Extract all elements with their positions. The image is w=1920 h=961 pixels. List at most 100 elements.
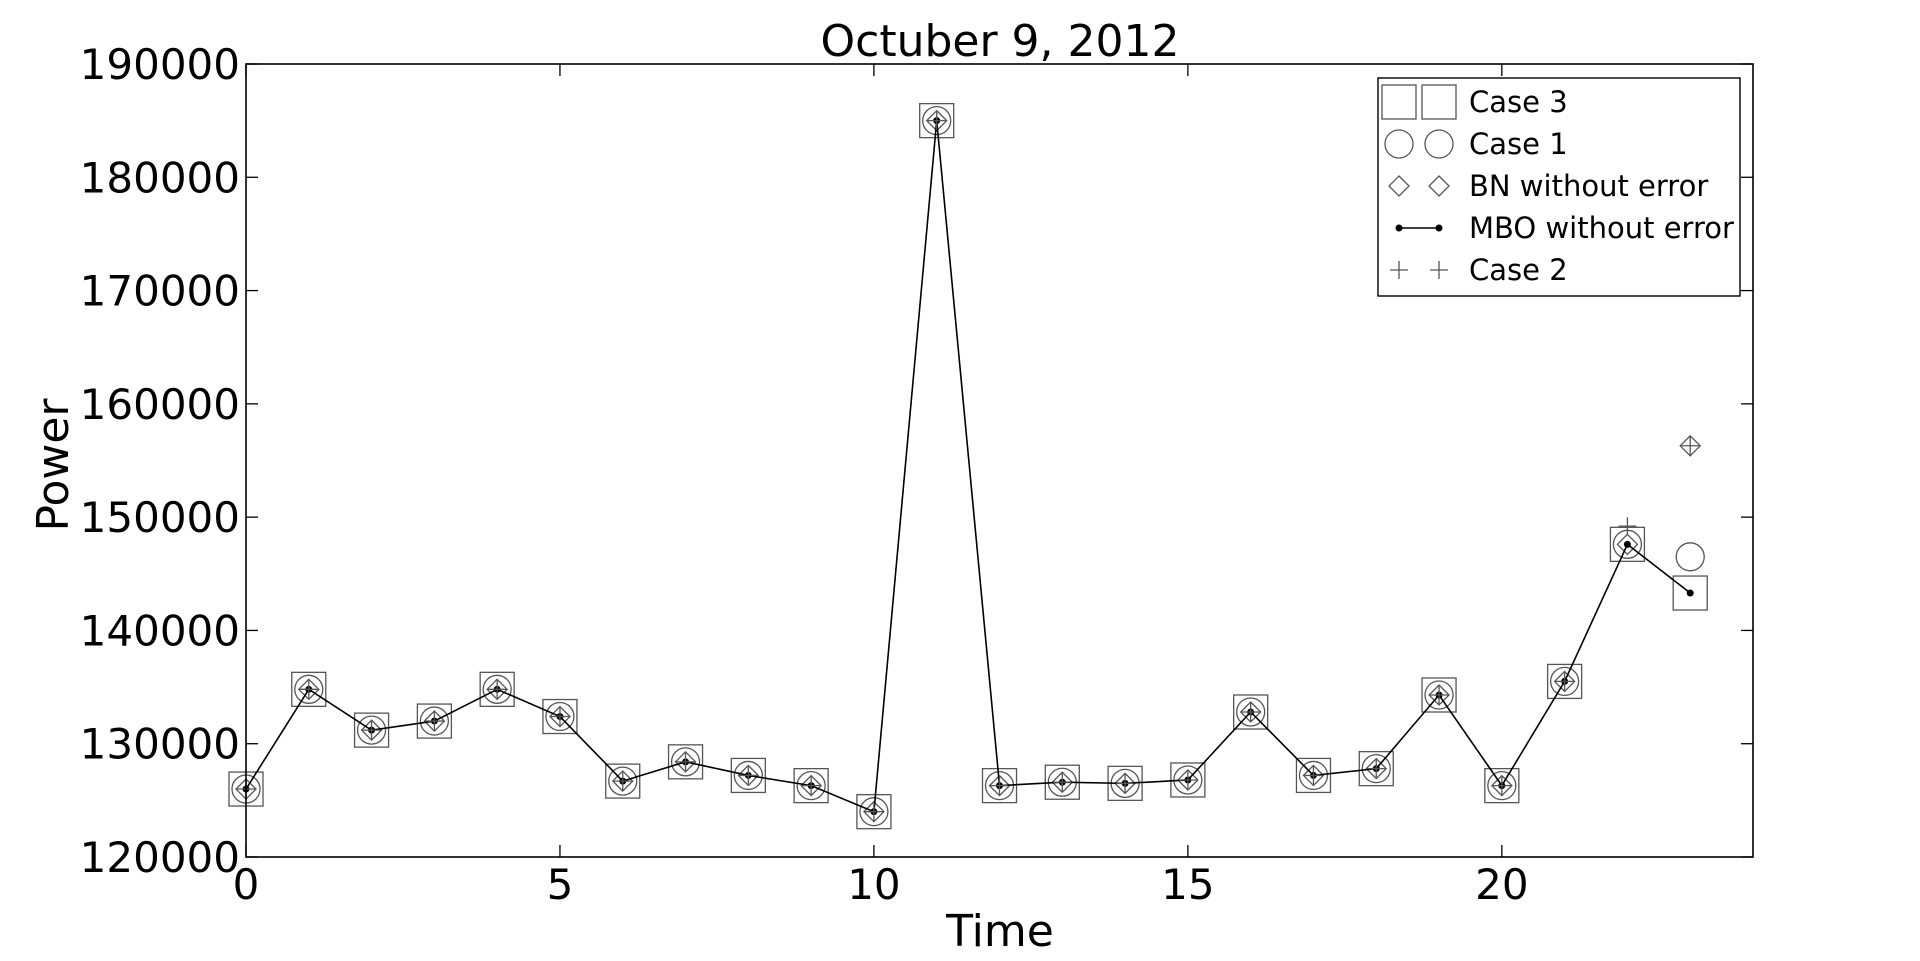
data-point [545, 701, 575, 732]
data-point [1484, 767, 1520, 804]
data-point [425, 712, 444, 731]
data-point [919, 102, 955, 139]
data-point [1241, 702, 1260, 721]
data-point [674, 750, 697, 773]
data-point [1295, 757, 1332, 794]
legend-marker [1384, 129, 1414, 159]
data-point [550, 707, 569, 726]
data-point [1546, 663, 1583, 700]
data-point [1051, 771, 1074, 794]
series-case-3 [228, 102, 1708, 830]
data-point [927, 111, 946, 130]
legend-marker [1435, 224, 1443, 232]
y-tick-label: 170000 [80, 267, 240, 316]
x-tick-label: 0 [233, 860, 260, 909]
data-point [1490, 774, 1513, 797]
y-tick-label: 160000 [80, 380, 240, 429]
y-tick-label: 140000 [80, 606, 240, 655]
legend: Case 3 Case 1 BN without error MBO without … [1377, 77, 1741, 297]
data-point [981, 767, 1018, 804]
data-point [676, 752, 695, 771]
y-tick-label: 130000 [80, 720, 240, 769]
data-point [419, 706, 450, 736]
data-point [1623, 540, 1631, 548]
y-tick-label: 190000 [80, 40, 240, 89]
data-point [670, 747, 701, 777]
data-point [1421, 677, 1457, 713]
data-point [1239, 701, 1262, 723]
data-point [1549, 666, 1580, 697]
data-point [733, 760, 763, 791]
data-point [482, 674, 512, 704]
data-point [1492, 776, 1511, 795]
legend-label: Case 2 [1469, 253, 1568, 287]
data-point [1358, 750, 1394, 787]
data-point [925, 109, 948, 132]
data-point [294, 674, 324, 704]
data-point [360, 719, 383, 742]
data-point [800, 774, 823, 797]
data-point [1233, 694, 1269, 730]
data-point [1430, 686, 1449, 705]
data-point [802, 776, 821, 795]
x-tick-label: 15 [1161, 860, 1214, 909]
series-case-1 [231, 105, 1705, 827]
data-point [613, 772, 632, 791]
data-point [479, 671, 515, 707]
data-point [1618, 517, 1637, 536]
data-point [608, 766, 638, 796]
legend-label: Case 3 [1469, 85, 1568, 119]
data-point [1553, 670, 1576, 693]
legend-marker [1395, 224, 1403, 232]
data-point [1178, 770, 1197, 789]
data-point [796, 770, 826, 801]
legend-marker [1390, 261, 1408, 279]
data-point [1672, 575, 1708, 611]
data-point [1679, 434, 1702, 457]
data-point [1302, 764, 1325, 787]
x-tick-label: 20 [1475, 860, 1528, 909]
data-point [730, 757, 766, 794]
y-tick-label: 180000 [80, 153, 240, 202]
data-point [988, 774, 1011, 797]
y-tick-label: 120000 [80, 833, 240, 882]
legend-marker [1430, 261, 1448, 279]
data-point [542, 698, 578, 735]
x-tick-label: 5 [547, 860, 574, 909]
data-point [1555, 672, 1574, 691]
data-point [1116, 774, 1135, 793]
data-point [1686, 589, 1694, 597]
data-point [486, 678, 509, 701]
data-point [353, 712, 390, 748]
y-tick-label: 150000 [80, 493, 240, 542]
legend-marker [1381, 84, 1417, 120]
data-point [737, 764, 760, 787]
data-point [859, 797, 889, 827]
data-point [362, 721, 381, 740]
data-point [1170, 762, 1206, 798]
legend-label: Case 1 [1469, 127, 1568, 161]
data-point [299, 680, 318, 699]
legend-marker [1424, 129, 1454, 159]
data-point [1114, 772, 1137, 795]
data-point [922, 105, 952, 136]
data-point [416, 703, 453, 739]
x-axis-label: Time [945, 906, 1054, 957]
legend-frame [1377, 77, 1741, 297]
legend-marker [1428, 175, 1450, 197]
data-point [990, 776, 1009, 795]
data-point [488, 680, 507, 699]
data-point [1304, 766, 1323, 785]
data-point [864, 802, 883, 821]
data-point [611, 770, 634, 793]
data-point [739, 766, 758, 785]
data-point [1616, 533, 1639, 556]
series-line [245, 120, 1691, 813]
data-point [667, 744, 704, 780]
data-point [605, 763, 641, 799]
data-point [297, 678, 320, 701]
data-point [1361, 753, 1391, 784]
data-point [1367, 759, 1386, 778]
data-point [356, 715, 387, 745]
